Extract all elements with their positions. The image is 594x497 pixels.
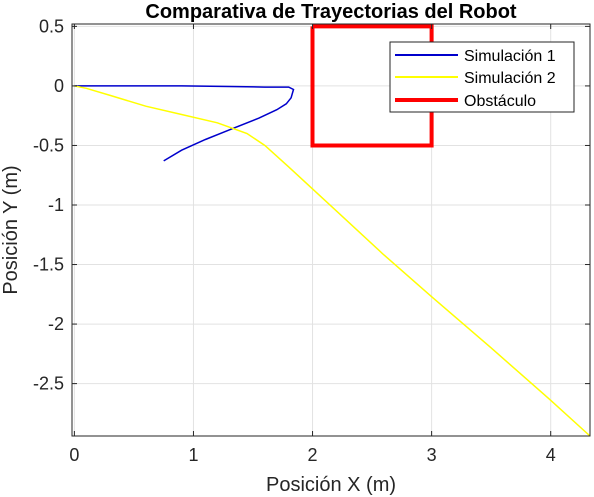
y-tick-label: 0.5: [39, 16, 64, 36]
x-tick-label: 3: [427, 445, 437, 465]
legend-label-simulacion-2: Simulación 2: [464, 70, 556, 87]
chart-title: Comparativa de Trayectorias del Robot: [145, 1, 517, 23]
x-tick-label: 2: [308, 445, 318, 465]
y-axis-title: Posición Y (m): [0, 165, 22, 294]
series-line-simulacion-2: [74, 85, 591, 437]
series-line-simulacion-1: [74, 85, 295, 162]
x-tick-label: 0: [69, 445, 79, 465]
tick-layer: 0 1 2 3 4 0.5 0 -0.5 -1 -1.5 -2 -2.5: [33, 16, 590, 465]
x-tick-label: 1: [188, 445, 198, 465]
y-tick-label: -2: [48, 314, 64, 334]
legend-label-simulacion-1: Simulación 1: [464, 48, 556, 65]
series-line-obstaculo: [310, 24, 434, 148]
y-tick-label: -1: [48, 195, 64, 215]
plot-frame: [71, 23, 591, 437]
legend-label-obstaculo: Obstáculo: [464, 93, 536, 110]
series-layer: [74, 24, 591, 437]
y-tick-label: -2.5: [33, 374, 64, 394]
legend: Simulación 1 Simulación 2 Obstáculo: [389, 41, 575, 113]
y-tick-label: -0.5: [33, 135, 64, 155]
x-tick-label: 4: [546, 445, 556, 465]
y-tick-label: -1.5: [33, 255, 64, 275]
y-tick-label: 0: [54, 76, 64, 96]
x-axis-title: Posición X (m): [266, 474, 396, 496]
